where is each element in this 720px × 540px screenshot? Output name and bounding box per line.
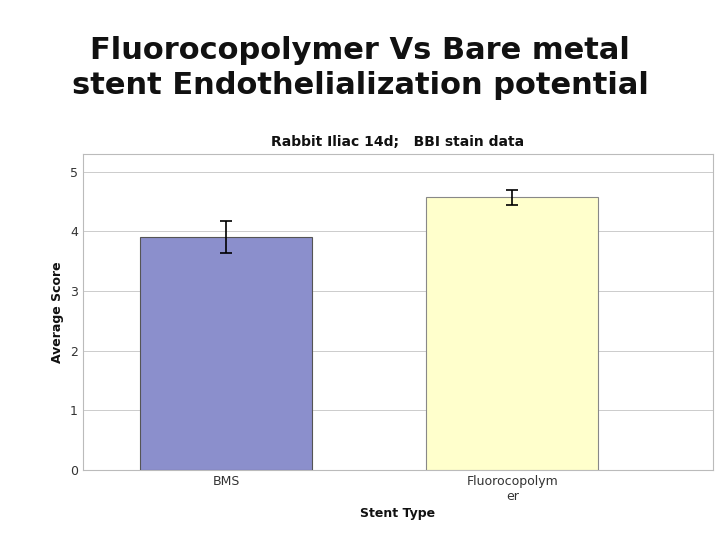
Text: Tests performed and data on file at Abbott Vascular
Also see Paton et al. US Pat: Tests performed and data on file at Abbo… bbox=[144, 491, 614, 524]
Title: Rabbit Iliac 14d;   BBI stain data: Rabbit Iliac 14d; BBI stain data bbox=[271, 134, 524, 149]
Text: Fluorocopolymer Vs Bare metal
stent Endothelialization potential: Fluorocopolymer Vs Bare metal stent Endo… bbox=[71, 36, 649, 100]
X-axis label: Stent Type: Stent Type bbox=[360, 507, 436, 520]
Text: CRT2011: CRT2011 bbox=[14, 497, 124, 518]
Y-axis label: Average Score: Average Score bbox=[51, 261, 64, 363]
Bar bbox=[140, 238, 312, 470]
Bar bbox=[426, 198, 598, 470]
